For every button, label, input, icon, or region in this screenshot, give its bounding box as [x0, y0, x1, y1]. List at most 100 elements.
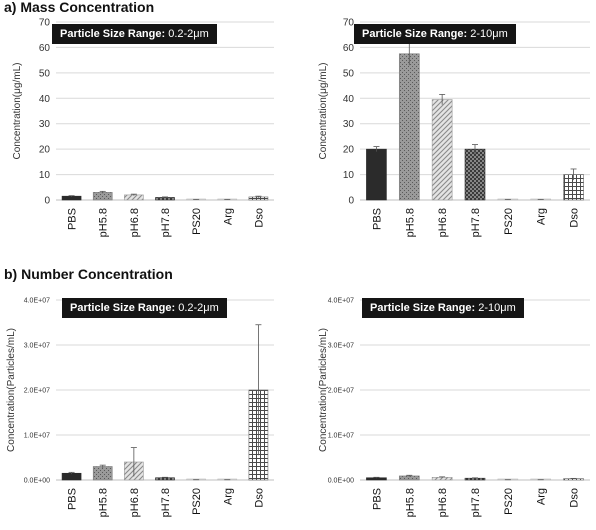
bar-pbs: [366, 148, 387, 201]
section-a-title: a) Mass Concentration: [4, 0, 155, 15]
size-range-key: Particle Size Range:: [370, 302, 476, 314]
error-bar: [99, 190, 106, 194]
error-bar: [255, 195, 262, 198]
bar-ph58: [92, 192, 113, 201]
size-range-label: Particle Size Range: 0.2-2μm: [62, 298, 227, 318]
y-tick-label: 0: [44, 196, 50, 207]
error-bar: [162, 196, 168, 198]
number-chart-large-panel: 0.0E+00 1.0E+07 2.0E+07 3.0E+07 4.0E+07 Conce…: [318, 290, 590, 530]
y-tick-label: 3.0E+07: [328, 342, 354, 349]
error-bar: [130, 193, 137, 196]
category-label: Dso: [569, 208, 581, 228]
y-tick-label: 0: [348, 196, 354, 207]
category-label: pH6.8: [129, 208, 141, 237]
error-bar: [439, 94, 446, 105]
y-tick-label: 4.0E+07: [24, 297, 50, 304]
category-label: Arg: [536, 208, 548, 225]
y-axis-label: Concentration(Particles/mL): [318, 328, 329, 452]
y-tick-label: 30: [39, 119, 51, 130]
error-bar: [570, 168, 577, 181]
y-tick-label: 10: [343, 170, 355, 181]
category-label: PBS: [67, 488, 79, 510]
category-label: Dso: [569, 488, 581, 508]
size-range-key: Particle Size Range:: [70, 302, 176, 314]
category-label: Dso: [253, 208, 265, 228]
y-axis-label: Concentration(μg/mL): [318, 63, 329, 160]
y-tick-label: 50: [343, 68, 355, 79]
error-bar: [406, 474, 413, 477]
error-bar: [472, 477, 478, 479]
category-label: PBS: [371, 208, 383, 230]
category-label: pH6.8: [437, 208, 449, 237]
size-range-label: Particle Size Range: 2-10μm: [354, 24, 516, 44]
y-tick-label: 30: [343, 119, 355, 130]
size-range-value: 2-10μm: [478, 302, 516, 314]
category-label: PBS: [371, 488, 383, 510]
y-tick-label: 4.0E+07: [328, 297, 354, 304]
y-tick-label: 10: [39, 170, 51, 181]
size-range-value: 2-10μm: [470, 28, 508, 40]
category-label: Dso: [253, 488, 265, 508]
category-label: pH5.8: [404, 488, 416, 517]
y-tick-label: 70: [39, 18, 51, 29]
category-label: PS20: [503, 208, 515, 235]
category-label: pH5.8: [98, 488, 110, 517]
y-tick-label: 3.0E+07: [24, 342, 50, 349]
y-tick-label: 60: [343, 43, 355, 54]
bar-ph58: [398, 53, 420, 201]
size-range-value: 0.2-2μm: [168, 28, 209, 40]
y-tick-label: 0.0E+00: [24, 477, 50, 484]
category-label: PS20: [191, 208, 203, 235]
section-b-title: b) Number Concentration: [4, 266, 173, 282]
mass-chart-large: 0 10 20 30 40 50 60 70 Concentration(μg/mL) PBS pH…: [318, 18, 590, 237]
error-bar: [570, 477, 577, 479]
number-chart-large: 0.0E+00 1.0E+07 2.0E+07 3.0E+07 4.0E+07 Conce…: [318, 297, 590, 517]
error-bar: [99, 464, 106, 468]
error-bar: [130, 447, 137, 477]
category-label: pH6.8: [129, 488, 141, 517]
y-tick-label: 40: [343, 94, 355, 105]
y-tick-label: 40: [39, 94, 51, 105]
error-bar: [373, 146, 380, 152]
size-range-label: Particle Size Range: 2-10μm: [362, 298, 524, 318]
category-label: pH5.8: [404, 208, 416, 237]
size-range-key: Particle Size Range:: [60, 28, 166, 40]
error-bar: [373, 476, 380, 479]
y-axis-label: Concentration(Particles/mL): [6, 328, 17, 452]
category-label: Arg: [536, 488, 548, 505]
y-tick-label: 50: [39, 68, 51, 79]
error-bar: [255, 324, 262, 456]
y-tick-label: 1.0E+07: [24, 432, 50, 439]
y-tick-label: 2.0E+07: [24, 387, 50, 394]
error-bar: [68, 195, 75, 197]
y-tick-label: 20: [343, 145, 355, 156]
bar-ph58: [92, 466, 113, 481]
category-label: Arg: [222, 488, 234, 505]
error-bar: [439, 476, 446, 478]
category-label: Arg: [222, 208, 234, 225]
error-bar: [68, 471, 75, 475]
bar-pbs: [61, 195, 82, 201]
number-chart-small: 0.0E+00 1.0E+07 2.0E+07 3.0E+07 4.0E+07 Conce…: [6, 297, 274, 517]
y-tick-label: 2.0E+07: [328, 387, 354, 394]
bar-ph68: [431, 99, 453, 201]
mass-chart-small: 0 10 20 30 40 50 60 70 Concentration(μg/mL) PBS pH…: [12, 18, 274, 237]
category-label: pH6.8: [437, 488, 449, 517]
mass-chart-small-panel: 0 10 20 30 40 50 60 70 Concentration(μg/mL) PBS pH…: [4, 18, 274, 258]
category-label: pH7.8: [470, 488, 482, 517]
category-label: PS20: [191, 488, 203, 515]
y-axis-label: Concentration(μg/mL): [12, 63, 23, 160]
category-label: pH5.8: [98, 208, 110, 237]
category-label: pH7.8: [160, 488, 172, 517]
category-label: PBS: [67, 208, 79, 230]
y-tick-label: 1.0E+07: [328, 432, 354, 439]
error-bar: [472, 144, 478, 154]
y-tick-label: 70: [343, 18, 355, 29]
bar-ph68: [124, 194, 144, 201]
error-bar: [162, 476, 168, 479]
bar-ph78: [464, 148, 486, 201]
size-range-label: Particle Size Range: 0.2-2μm: [52, 24, 217, 44]
bar-pbs: [61, 472, 82, 481]
category-label: PS20: [503, 488, 515, 515]
size-range-value: 0.2-2μm: [178, 302, 219, 314]
